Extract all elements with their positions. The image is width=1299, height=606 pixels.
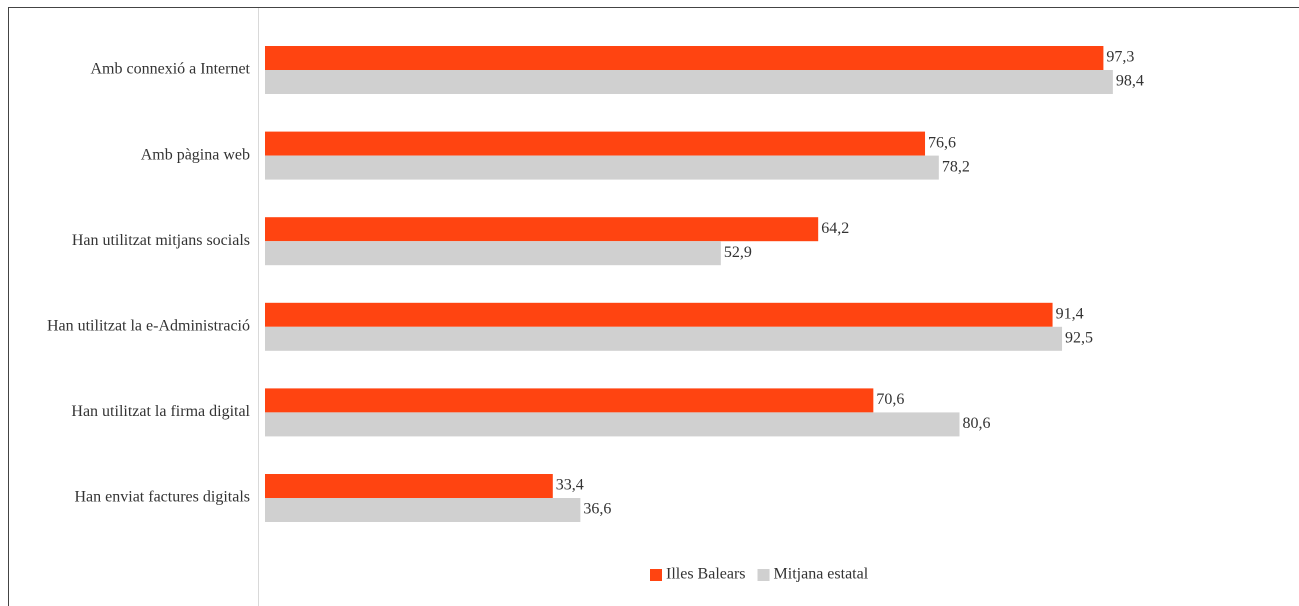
y-tick-label: Han utilitzat la e-Administració	[47, 317, 250, 334]
value-label: 36,6	[583, 501, 611, 518]
bar	[265, 131, 926, 156]
y-tick-label: Han enviat factures digitals	[75, 489, 251, 506]
value-label: 80,6	[963, 415, 991, 432]
frame	[8, 7, 1299, 606]
value-label: 64,2	[821, 220, 849, 237]
y-tick-label: Han utilitzat la firma digital	[71, 403, 250, 420]
bar	[265, 388, 874, 413]
value-label: 97,3	[1106, 49, 1134, 66]
bar	[265, 46, 1104, 70]
y-tick-label: Amb pàgina web	[141, 146, 250, 163]
value-label: 98,4	[1116, 73, 1144, 90]
bar	[265, 70, 1113, 94]
legend-swatch	[650, 569, 662, 581]
value-label: 76,6	[928, 134, 956, 151]
bar	[265, 474, 553, 498]
y-tick-label: Amb connexió a Internet	[91, 61, 251, 78]
y-tick-label: Han utilitzat mitjans socials	[72, 232, 250, 249]
bar	[265, 241, 721, 266]
bar	[265, 302, 1053, 327]
bar	[265, 217, 819, 242]
bar	[265, 155, 939, 180]
legend-label: Mitjana estatal	[774, 566, 869, 583]
value-label: 52,9	[724, 244, 752, 261]
value-label: 33,4	[556, 477, 584, 494]
value-label: 92,5	[1065, 329, 1093, 346]
value-label: 91,4	[1056, 305, 1084, 322]
legend-label: Illes Balears	[666, 566, 746, 583]
value-label: 70,6	[876, 391, 904, 408]
bar	[265, 326, 1063, 351]
bar	[265, 498, 581, 522]
legend-swatch	[757, 569, 770, 581]
bar	[265, 412, 960, 437]
value-label: 78,2	[942, 158, 970, 175]
